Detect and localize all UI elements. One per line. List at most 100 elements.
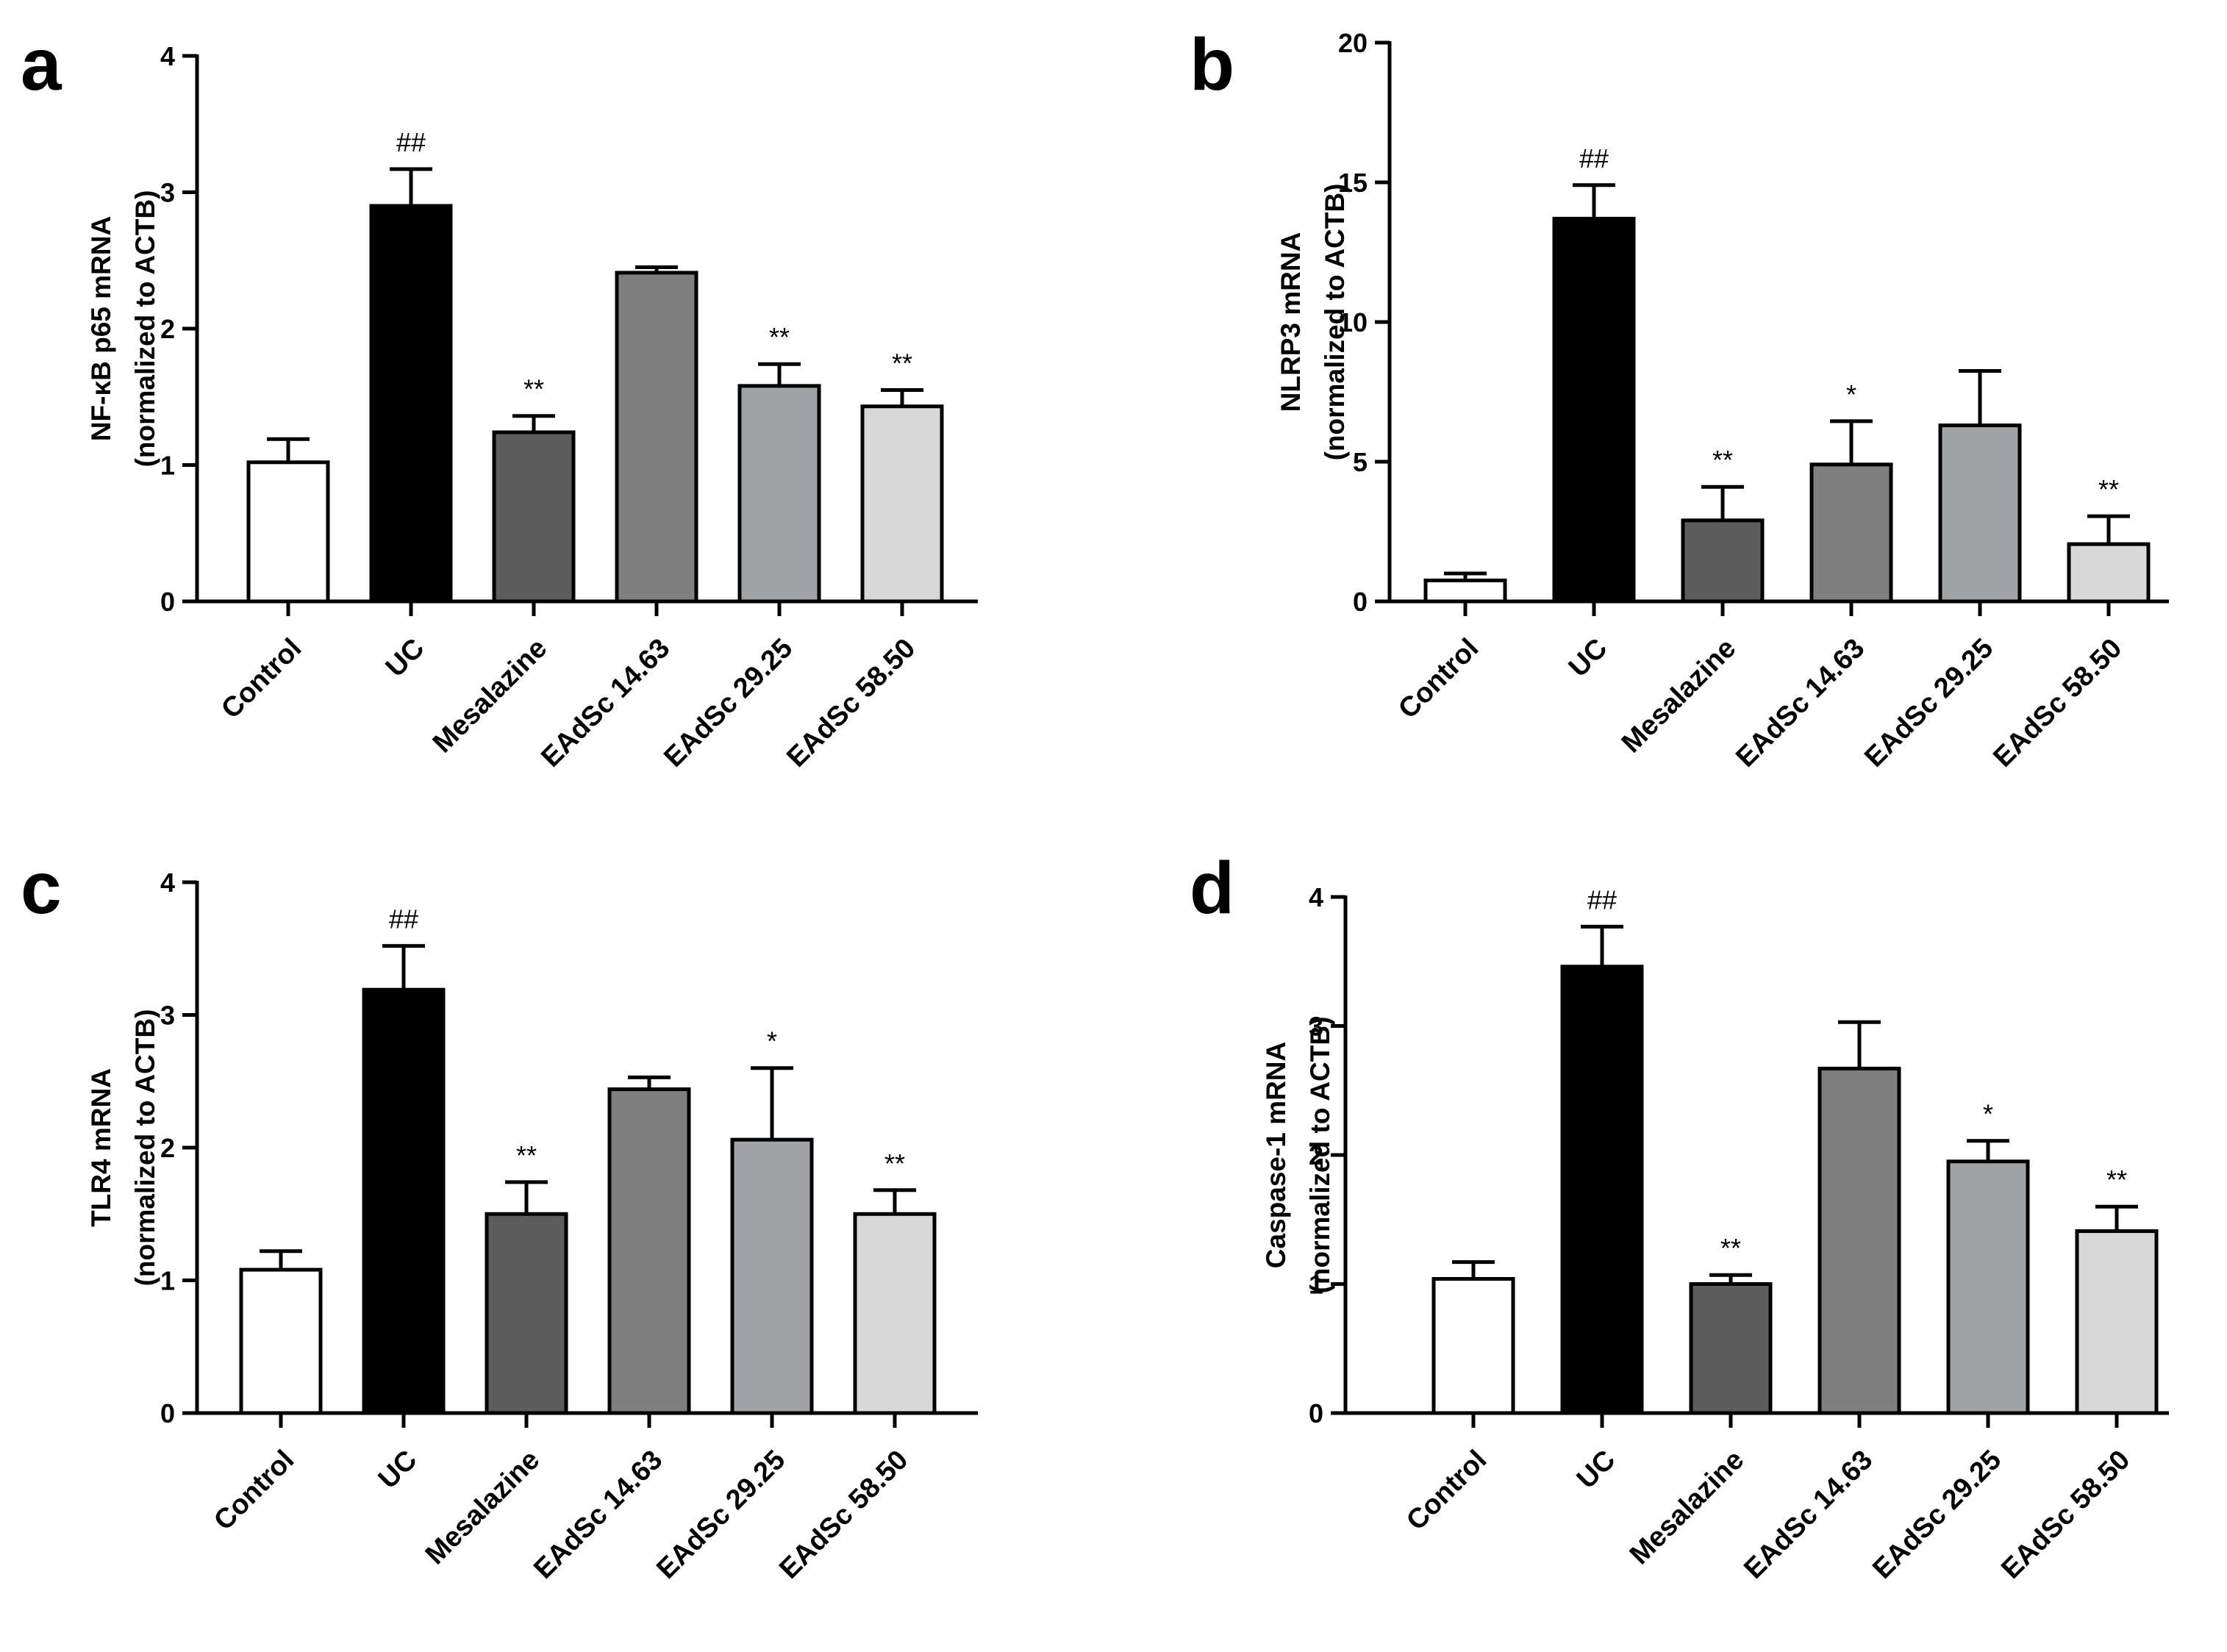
- category-label: EAdSc 58.50: [1995, 1445, 2136, 1585]
- y-tick-label: 0: [1353, 587, 1368, 617]
- category-label: Mesalazine: [1624, 1445, 1751, 1571]
- bar-uc: [369, 204, 453, 604]
- significance-label: **: [2098, 474, 2119, 504]
- y-tick-label: 2: [160, 314, 175, 344]
- category-label: UC: [1571, 1445, 1622, 1495]
- category-label: EAdSc 58.50: [773, 1445, 914, 1585]
- y-tick-label: 20: [1338, 28, 1368, 58]
- y-tick-label: 4: [1309, 882, 1323, 912]
- y-axis-title: NLRP3 mRNA: [1276, 232, 1306, 412]
- category-label: EAdSc 14.63: [535, 633, 676, 773]
- category-label: Control: [1393, 633, 1484, 725]
- significance-label: ##: [396, 127, 426, 157]
- y-axis-subtitle: (normalized to ACTB): [1320, 184, 1350, 461]
- significance-label: **: [1712, 445, 1733, 475]
- y-tick-label: 2: [160, 1133, 175, 1163]
- y-tick-label: 4: [160, 41, 175, 71]
- category-label: Control: [1401, 1445, 1493, 1537]
- panel-letter: a: [21, 24, 62, 106]
- category-label: EAdSc 29.25: [1859, 633, 1999, 773]
- significance-label: **: [523, 374, 544, 404]
- y-axis-subtitle: (normalized to ACTB): [1305, 1017, 1335, 1294]
- bar-mesalazine: [1681, 518, 1765, 604]
- panel-d: d 0 1 2 3 4 Caspase-1 mRNA (normalized to ACTB)…: [1190, 847, 2169, 1585]
- bar-control: [246, 460, 330, 604]
- bar-eadsc-14-63: [607, 1087, 691, 1415]
- y-tick-label: 15: [1338, 168, 1368, 198]
- y-tick-label: 2: [1309, 1140, 1323, 1170]
- y-tick-label: 10: [1338, 307, 1368, 337]
- panel-a: a 0 1 2 3 4 NF-κB p65 mRNA (normalized to ACTB)…: [21, 24, 978, 773]
- significance-label: **: [769, 322, 790, 352]
- bar-control: [1431, 1276, 1515, 1415]
- bar-eadsc-58-50: [853, 1212, 937, 1415]
- y-tick-label: 4: [160, 868, 175, 898]
- significance-label: **: [892, 348, 912, 378]
- panel-letter: b: [1190, 24, 1234, 106]
- y-axis-title: NF-κB p65 mRNA: [86, 216, 116, 441]
- y-tick-label: 0: [1309, 1398, 1323, 1428]
- bar-uc: [1552, 216, 1636, 604]
- category-label: EAdSc 29.25: [1867, 1445, 2007, 1585]
- bar-uc: [362, 987, 446, 1415]
- bar-eadsc-58-50: [2067, 542, 2151, 604]
- y-axis-title: TLR4 mRNA: [86, 1068, 116, 1227]
- y-tick-label: 1: [160, 451, 175, 481]
- y-axis-subtitle: (normalized to ACTB): [130, 1009, 160, 1287]
- category-label: EAdSc 14.63: [528, 1445, 668, 1585]
- y-tick-label: 5: [1353, 447, 1368, 477]
- bar-mesalazine: [492, 430, 576, 604]
- category-label: Mesalazine: [420, 1445, 546, 1571]
- significance-label: ##: [1587, 884, 1617, 915]
- category-label: EAdSc 29.25: [651, 1445, 791, 1585]
- significance-label: **: [1720, 1233, 1741, 1263]
- y-tick-label: 0: [160, 587, 175, 617]
- bar-eadsc-14-63: [1817, 1066, 1901, 1415]
- category-label: Mesalazine: [427, 633, 554, 759]
- category-label: EAdSc 14.63: [1730, 633, 1870, 773]
- y-tick-label: 3: [160, 178, 175, 208]
- bar-eadsc-29-25: [737, 384, 821, 604]
- significance-label: *: [767, 1026, 777, 1056]
- bar-eadsc-14-63: [615, 271, 698, 604]
- category-label: EAdSc 29.25: [658, 633, 798, 773]
- category-label: EAdSc 58.50: [1987, 633, 2128, 773]
- panel-b: b 0 5 10 15 20 NLRP3 mRNA (normalized to ACTB) C…: [1190, 24, 2169, 773]
- bar-mesalazine: [485, 1212, 568, 1415]
- panel-letter: c: [21, 847, 62, 929]
- y-tick-label: 3: [1309, 1012, 1323, 1042]
- bar-eadsc-29-25: [1946, 1159, 2030, 1415]
- bar-eadsc-14-63: [1809, 462, 1893, 604]
- y-axis-title: Caspase-1 mRNA: [1261, 1042, 1291, 1268]
- significance-label: **: [516, 1140, 537, 1170]
- bar-eadsc-58-50: [860, 404, 944, 604]
- y-tick-label: 1: [160, 1266, 175, 1296]
- y-tick-label: 1: [1309, 1270, 1323, 1300]
- significance-label: **: [884, 1148, 905, 1179]
- bar-eadsc-29-25: [1938, 423, 2022, 604]
- category-label: EAdSc 58.50: [781, 633, 921, 773]
- y-tick-label: 0: [160, 1398, 175, 1428]
- category-label: Control: [215, 633, 307, 725]
- bar-uc: [1560, 965, 1644, 1415]
- category-label: EAdSc 14.63: [1738, 1445, 1879, 1585]
- significance-label: ##: [1579, 143, 1609, 174]
- y-axis-subtitle: (normalized to ACTB): [130, 190, 160, 468]
- category-label: Mesalazine: [1616, 633, 1742, 759]
- bar-control: [1423, 579, 1507, 604]
- bar-mesalazine: [1689, 1282, 1773, 1415]
- bar-eadsc-58-50: [2075, 1229, 2159, 1415]
- significance-label: ##: [389, 904, 418, 934]
- panel-letter: d: [1190, 847, 1234, 929]
- y-tick-label: 3: [160, 1001, 175, 1031]
- category-label: Control: [208, 1445, 300, 1537]
- significance-label: *: [1983, 1099, 1993, 1129]
- bar-eadsc-29-25: [730, 1137, 814, 1415]
- category-label: UC: [1563, 633, 1614, 684]
- category-label: UC: [373, 1445, 423, 1495]
- category-label: UC: [380, 633, 431, 684]
- bar-control: [239, 1267, 323, 1415]
- panel-c: c 0 1 2 3 4 TLR4 mRNA (normalized to ACTB) Contr…: [21, 847, 978, 1585]
- significance-label: *: [1846, 379, 1856, 410]
